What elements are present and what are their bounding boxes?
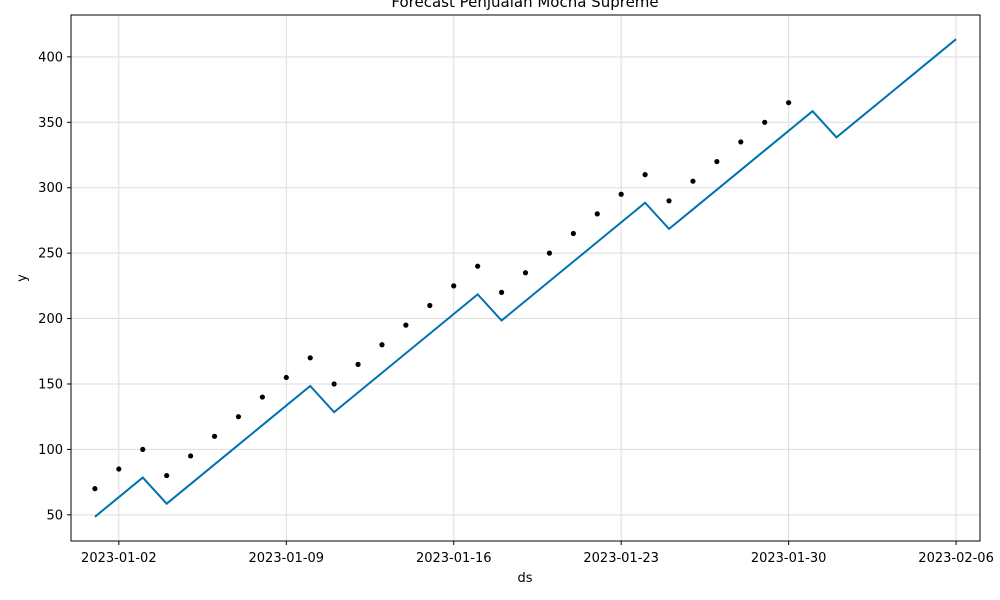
data-point: [116, 466, 122, 472]
data-point: [379, 342, 385, 348]
y-axis: 50 100 150 200 250 300 350 400: [38, 50, 71, 523]
plot-frame: [70, 14, 981, 542]
y-axis-label: y: [15, 274, 30, 282]
data-point: [786, 100, 792, 106]
data-point: [283, 374, 289, 381]
data-point: [92, 486, 98, 492]
chart-title: Forecast Penjualan Mocha Supreme: [391, 0, 658, 11]
data-point: [594, 211, 600, 217]
data-point: [475, 263, 481, 269]
forecast-series: [94, 38, 957, 518]
data-point: [570, 230, 576, 237]
data-point: [331, 381, 337, 387]
y-tick-label: 150: [38, 377, 63, 392]
x-axis-label: ds: [517, 571, 532, 586]
forecast-line: [94, 38, 957, 518]
y-tick-label: 350: [38, 116, 63, 131]
data-point: [498, 289, 505, 295]
y-tick-label: 250: [38, 247, 63, 262]
data-point: [140, 446, 146, 453]
data-point: [164, 472, 170, 479]
x-tick-label: 2023-01-09: [249, 551, 325, 566]
data-point: [618, 191, 624, 197]
y-tick-label: 50: [46, 508, 63, 523]
grid: [71, 15, 980, 541]
data-point: [403, 322, 409, 328]
data-point: [522, 270, 529, 276]
observed-series: [92, 100, 792, 492]
x-tick-label: 2023-01-23: [583, 551, 659, 566]
data-point: [762, 119, 768, 125]
x-tick-label: 2023-01-16: [416, 551, 492, 566]
data-point: [666, 198, 672, 204]
data-point: [714, 158, 720, 165]
y-tick-label: 400: [38, 50, 63, 65]
data-point: [738, 139, 744, 145]
data-point: [546, 250, 553, 256]
x-axis: 2023-01-02 2023-01-09 2023-01-16 2023-01-23…: [81, 541, 994, 566]
y-tick-label: 200: [38, 312, 63, 327]
x-tick-label: 2023-01-30: [751, 551, 827, 566]
x-tick-label: 2023-02-06: [918, 551, 994, 566]
data-point: [307, 355, 313, 361]
y-tick-label: 100: [38, 443, 63, 458]
data-point: [690, 178, 696, 184]
data-point: [235, 414, 242, 420]
y-tick-label: 300: [38, 181, 63, 196]
data-point: [451, 283, 457, 289]
data-point: [427, 302, 433, 309]
x-tick-label: 2023-01-02: [81, 551, 157, 566]
data-point: [259, 394, 265, 400]
data-point: [211, 433, 218, 439]
data-point: [188, 453, 194, 459]
data-point: [642, 172, 648, 178]
data-point: [355, 361, 361, 367]
